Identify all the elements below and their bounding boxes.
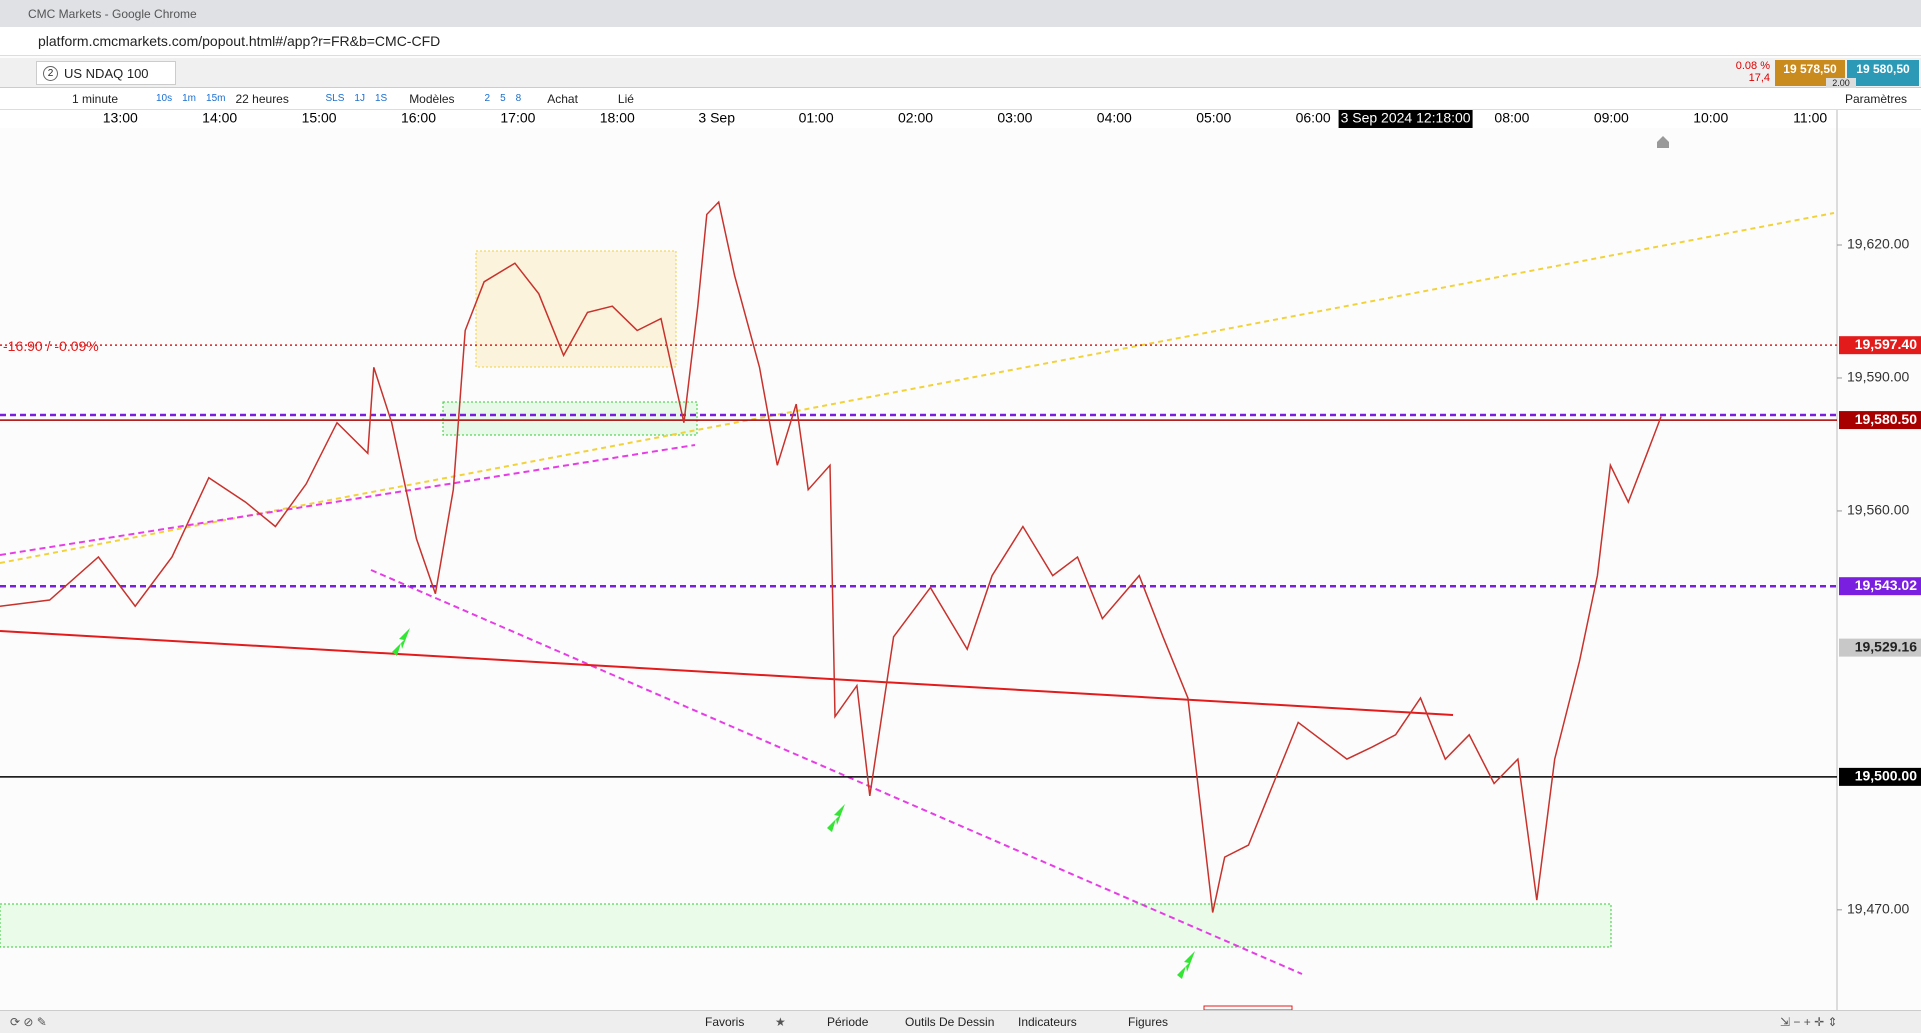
y-tick-label: 19,620.00 bbox=[1847, 236, 1909, 252]
interval-btn[interactable]: 1m bbox=[182, 93, 197, 104]
change-box: 0.08 % 17,4 bbox=[1710, 60, 1770, 84]
spread: 2.00 bbox=[1826, 78, 1856, 88]
linked[interactable]: Lié bbox=[617, 91, 634, 106]
interval-btn[interactable]: 15m bbox=[206, 93, 226, 104]
chart-toolbar: 1 minute 10s 1m 15m 22 heures SLS 1J 1S … bbox=[0, 88, 1921, 110]
change-pct: 0.08 % bbox=[1735, 60, 1770, 72]
sell-price[interactable]: 19 578,50 bbox=[1783, 62, 1837, 76]
range[interactable]: 22 heures bbox=[235, 91, 289, 106]
x-tick-label: 03:00 bbox=[997, 110, 1032, 126]
y-tick-label: 19,560.00 bbox=[1847, 502, 1909, 518]
x-tick-label: 01:00 bbox=[799, 110, 834, 126]
x-tick-label: 17:00 bbox=[500, 110, 535, 126]
sell-button[interactable]: 19 578,50 bbox=[1775, 60, 1845, 86]
price-label: 19,529.16 bbox=[1855, 638, 1917, 654]
change: 17,4 bbox=[1748, 72, 1770, 84]
price-label: 19,580.50 bbox=[1855, 411, 1917, 427]
interval-btn[interactable]: 10s bbox=[156, 93, 173, 104]
home-icon[interactable] bbox=[1657, 136, 1669, 148]
price-label-bg bbox=[1839, 411, 1921, 430]
buy-price[interactable]: 19 580,50 bbox=[1856, 62, 1910, 76]
price-label: 19,597.40 bbox=[1855, 336, 1917, 352]
x-tick-label: 14:00 bbox=[202, 110, 237, 126]
price-label: 19,543.02 bbox=[1855, 577, 1917, 593]
x-tick-label: 05:00 bbox=[1196, 110, 1231, 126]
price-label-bg bbox=[1839, 577, 1921, 596]
price-line-series bbox=[0, 200, 1662, 913]
zone-rect bbox=[442, 401, 698, 436]
chart: 13:00 14:00 15:00 16:00 17:00 18:00 3 Sep 01:00… bbox=[0, 110, 1921, 1010]
buy-toggle[interactable]: Achat bbox=[547, 91, 578, 106]
arrow bbox=[827, 804, 845, 832]
trend-line bbox=[0, 630, 1454, 716]
arrow bbox=[1177, 951, 1195, 979]
x-tick-label: 09:00 bbox=[1594, 110, 1629, 126]
x-tick-label: 10:00 bbox=[1693, 110, 1728, 126]
bottom-tab[interactable]: Outils De Dessin bbox=[905, 1015, 995, 1029]
instrument-name: US NDAQ 100 bbox=[64, 65, 149, 81]
tab-badge: 2 bbox=[43, 65, 58, 81]
bottom-tab[interactable]: Période bbox=[827, 1015, 869, 1029]
instrument-tab[interactable]: 2 US NDAQ 100 bbox=[36, 61, 176, 85]
range-btn[interactable]: 1S bbox=[374, 93, 388, 104]
zoom-icons[interactable]: ⇲ − + ✛ ⇕ bbox=[1780, 1015, 1838, 1029]
interval[interactable]: 1 minute bbox=[72, 91, 119, 106]
range-btn[interactable]: SLS bbox=[325, 93, 345, 104]
price-label-bg bbox=[1839, 336, 1921, 355]
x-tick-label: 02:00 bbox=[898, 110, 933, 126]
cursor-label-bg bbox=[1338, 110, 1473, 128]
arrow bbox=[392, 628, 410, 656]
price-label: 19,500.00 bbox=[1855, 768, 1917, 784]
url[interactable]: platform.cmcmarkets.com/popout.html#/app… bbox=[38, 33, 441, 49]
settings[interactable]: Paramètres bbox=[1845, 91, 1908, 106]
zone-rect bbox=[475, 250, 677, 368]
zone-rect bbox=[0, 903, 1612, 948]
address-bar[interactable]: platform.cmcmarkets.com/popout.html#/app… bbox=[0, 27, 1921, 56]
cursor-label: 3 Sep 2024 12:18:00 bbox=[1341, 110, 1471, 126]
count-btn[interactable]: 2 bbox=[484, 93, 491, 104]
instrument-bar: 2 US NDAQ 100 0.08 % 17,4 19 578,50 19 58… bbox=[0, 58, 1921, 88]
y-tick-label: 19,590.00 bbox=[1847, 369, 1909, 385]
count-btn[interactable]: 5 bbox=[500, 93, 506, 104]
price-label-bg bbox=[1839, 638, 1921, 657]
bottom-bar: ⟳ ⊘ ✎ Favoris ★ Période Outils De Dessin… bbox=[0, 1010, 1921, 1033]
count-btn[interactable]: 8 bbox=[515, 93, 522, 104]
refresh-icon[interactable]: ⟳ ⊘ ✎ bbox=[10, 1015, 47, 1029]
x-tick-label: 04:00 bbox=[1097, 110, 1132, 126]
time-axis-bg bbox=[0, 110, 1921, 128]
x-tick-label: 3 Sep bbox=[698, 110, 735, 126]
window-title: CMC Markets - Google Chrome bbox=[28, 6, 197, 21]
models[interactable]: Modèles bbox=[409, 91, 455, 106]
x-tick-label: 06:00 bbox=[1296, 110, 1331, 126]
x-tick-label: 08:00 bbox=[1494, 110, 1529, 126]
marker bbox=[1203, 1005, 1293, 1010]
bottom-tab[interactable]: Favoris bbox=[705, 1015, 745, 1029]
trend-line bbox=[0, 444, 696, 556]
trend-line bbox=[370, 569, 1303, 975]
x-tick-label: 11:00 bbox=[1793, 110, 1827, 126]
x-tick-label: 18:00 bbox=[600, 110, 635, 126]
title-bar: CMC Markets - Google Chrome bbox=[0, 0, 1921, 27]
price-label-bg bbox=[1839, 767, 1921, 786]
x-tick-label: 13:00 bbox=[103, 110, 138, 126]
star-icon[interactable]: ★ bbox=[775, 1015, 786, 1029]
y-tick-label: 19,470.00 bbox=[1847, 901, 1909, 917]
x-tick-label: 16:00 bbox=[401, 110, 436, 126]
x-tick-label: 15:00 bbox=[302, 110, 337, 126]
buy-button[interactable]: 19 580,50 bbox=[1847, 60, 1919, 86]
change-label: -16.90 / -0.09% bbox=[3, 338, 99, 354]
trend-line bbox=[0, 212, 1835, 564]
bottom-tab[interactable]: Figures bbox=[1128, 1015, 1169, 1029]
arrows bbox=[392, 628, 1195, 979]
range-btn[interactable]: 1J bbox=[354, 93, 365, 104]
bottom-tab[interactable]: Indicateurs bbox=[1018, 1015, 1077, 1029]
